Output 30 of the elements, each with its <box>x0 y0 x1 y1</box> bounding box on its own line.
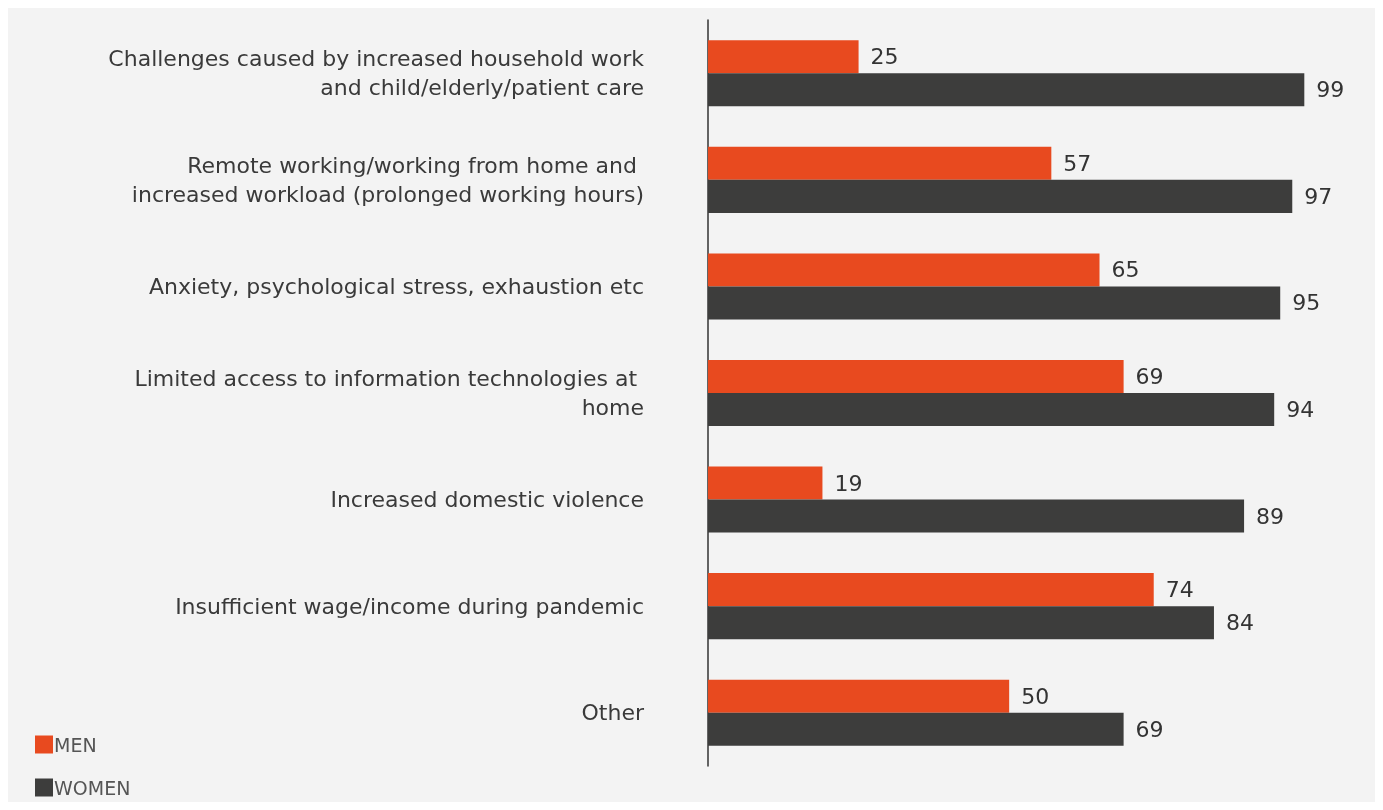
bar <box>708 40 859 74</box>
data-label: 99 <box>1316 77 1345 103</box>
bar <box>708 679 1010 713</box>
y-tick-label: Remote working/working from home and increased workload (prolonged working hours) <box>131 152 644 207</box>
bar <box>708 146 1052 180</box>
data-label: 74 <box>1165 577 1194 603</box>
data-label: 95 <box>1292 290 1321 316</box>
data-label: 57 <box>1063 150 1092 176</box>
data-label: 65 <box>1111 257 1140 283</box>
bar <box>708 253 1100 287</box>
data-label: 97 <box>1304 183 1333 209</box>
data-label: 69 <box>1135 363 1164 389</box>
bar <box>708 466 823 500</box>
y-tick-label: Challenges caused by increased household work and child/elderly/patient care <box>108 46 645 101</box>
data-label: 50 <box>1021 683 1050 709</box>
legend-label: WOMEN <box>54 776 131 799</box>
legend-label: MEN <box>54 733 97 756</box>
data-label: 94 <box>1286 397 1315 423</box>
bar <box>708 573 1154 607</box>
y-tick-label: Increased domestic violence <box>330 487 644 513</box>
data-label: 19 <box>834 470 863 496</box>
y-tick-label: Other <box>581 700 645 726</box>
data-label: 89 <box>1256 503 1285 529</box>
data-label: 84 <box>1225 610 1254 636</box>
data-label: 25 <box>870 44 899 70</box>
bar <box>708 359 1124 393</box>
data-label: 69 <box>1135 716 1164 742</box>
y-tick-label: Anxiety, psychological stress, exhaustion etc <box>148 273 644 299</box>
y-tick-label: Limited access to information technologies at home <box>134 366 644 420</box>
y-tick-label: Insufficient wage/income during pandemic <box>175 593 644 619</box>
